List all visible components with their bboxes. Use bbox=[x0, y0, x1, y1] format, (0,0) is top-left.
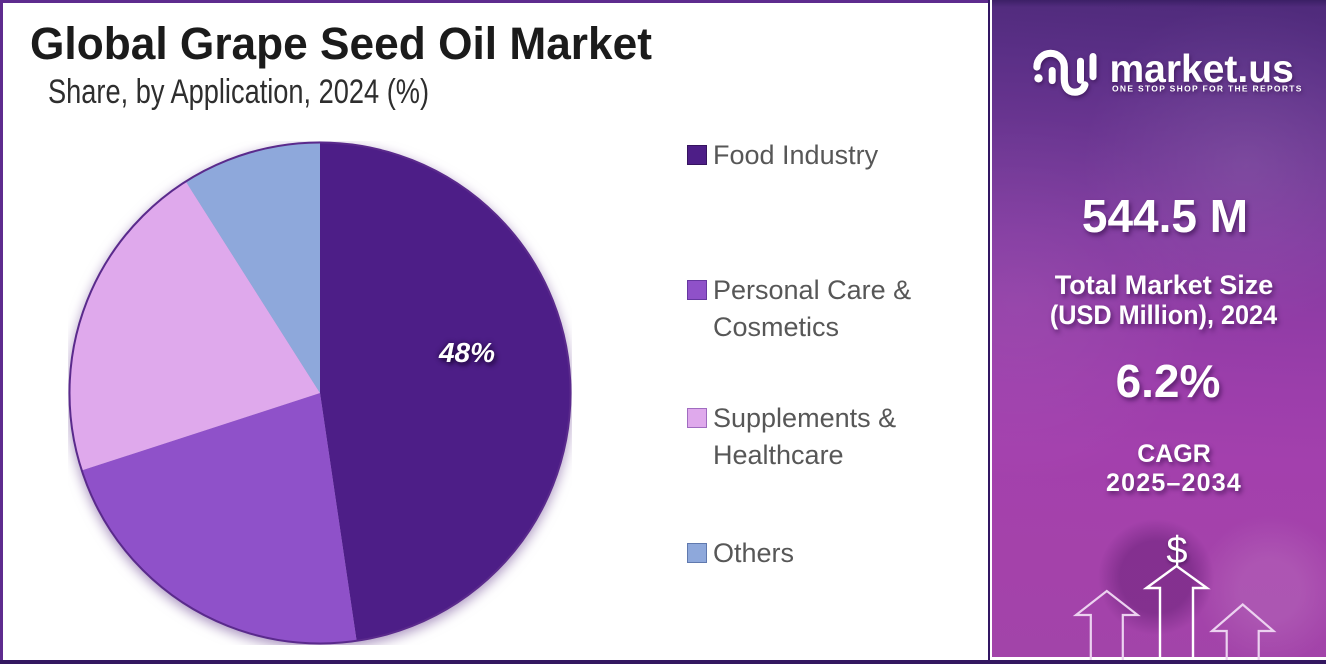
svg-text:ONE STOP SHOP FOR THE REPORTS: ONE STOP SHOP FOR THE REPORTS bbox=[1112, 84, 1303, 94]
svg-text:48%: 48% bbox=[438, 337, 495, 368]
svg-text:market.us: market.us bbox=[1110, 48, 1294, 91]
